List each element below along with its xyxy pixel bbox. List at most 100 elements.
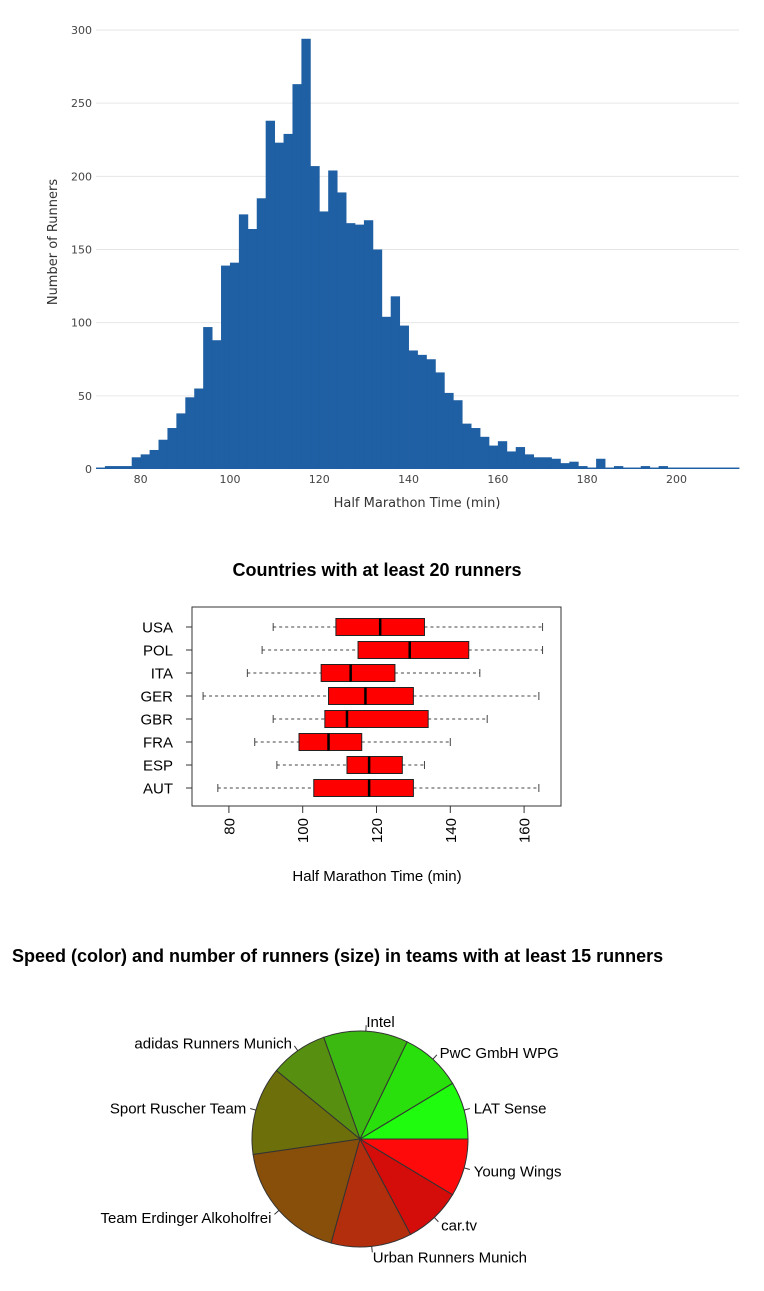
- histogram-x-tick-labels: 80 100 120 140 160 180 200: [134, 473, 687, 486]
- histogram-bar: [694, 467, 704, 469]
- histogram-bar: [453, 400, 463, 469]
- histogram-bar: [346, 223, 356, 469]
- pie-labels: LAT Sense PwC GmbH WPG Intel adidas Runners…: [101, 1014, 562, 1266]
- boxplot-item-gbr: [272, 710, 488, 728]
- pie-label: Intel: [366, 1014, 394, 1031]
- pie-label: car.tv: [441, 1218, 477, 1235]
- boxplot-category-label: GBR: [140, 712, 173, 729]
- histogram-x-tick-label: 100: [219, 473, 240, 486]
- pie-slice: [358, 1041, 454, 1141]
- histogram-bar: [408, 350, 418, 469]
- histogram-bar: [185, 397, 195, 469]
- histogram-bar: [203, 327, 213, 469]
- histogram-y-tick-label: 250: [71, 97, 92, 110]
- histogram-bar: [96, 467, 106, 469]
- histogram-gridlines: [96, 29, 739, 397]
- boxplot-item-esp: [276, 756, 425, 774]
- pie-slice: [358, 1138, 469, 1196]
- histogram-bar: [444, 392, 454, 469]
- boxplot-boxes: [202, 618, 544, 797]
- boxplot-item-ita: [246, 664, 481, 682]
- pie-slice: [251, 1069, 362, 1156]
- histogram-bar: [310, 166, 320, 469]
- pie-label: LAT Sense: [474, 1100, 547, 1117]
- boxplot-category-label: GER: [140, 689, 173, 706]
- boxplot-category-label: AUT: [143, 781, 173, 798]
- histogram-bar: [622, 467, 633, 469]
- boxplot-box: [320, 664, 396, 682]
- histogram-y-tick-label: 300: [71, 24, 92, 37]
- histogram-bar: [480, 436, 490, 469]
- histogram-bar: [631, 467, 642, 469]
- boxplot-box: [357, 641, 470, 659]
- boxplot-x-tick-labels: 80 100 120 140 160: [221, 806, 534, 843]
- histogram-bar: [381, 316, 392, 469]
- histogram-x-tick-label: 80: [134, 473, 148, 486]
- histogram-bar: [721, 467, 731, 469]
- histogram-bar: [363, 220, 374, 469]
- boxplot-item-usa: [272, 618, 544, 636]
- histogram-bar: [337, 192, 347, 469]
- pie-title: Speed (color) and number of runners (siz…: [12, 946, 663, 966]
- histogram-bar: [212, 340, 222, 469]
- pie-label-leader: [250, 1108, 257, 1111]
- histogram-bar: [390, 296, 401, 469]
- histogram-bar: [149, 449, 159, 469]
- boxplot-title: Countries with at least 20 runners: [232, 560, 521, 580]
- histogram-bar: [167, 428, 177, 469]
- pie-label: PwC GmbH WPG: [440, 1045, 559, 1062]
- histogram-x-tick-label: 120: [309, 473, 330, 486]
- histogram-bar: [613, 466, 624, 469]
- histogram-x-tick-label: 180: [577, 473, 598, 486]
- histogram-y-tick-label: 100: [71, 317, 92, 330]
- pie-label-leader: [463, 1108, 470, 1111]
- pie-label: Team Erdinger Alkoholfrei: [101, 1210, 272, 1227]
- histogram-bar: [578, 466, 588, 469]
- histogram-bar: [685, 467, 695, 469]
- histogram-x-tick-label: 160: [487, 473, 508, 486]
- boxplot-x-axis-label: Half Marathon Time (min): [292, 868, 461, 885]
- pie-label-leader: [293, 1045, 299, 1052]
- histogram-bar: [703, 467, 713, 469]
- histogram-bar: [605, 467, 615, 469]
- histogram-y-tick-label: 200: [71, 170, 92, 183]
- histogram-bar: [712, 467, 722, 469]
- histogram-bar: [247, 229, 258, 469]
- histogram-bar: [426, 359, 436, 469]
- pie-label: Urban Runners Munich: [373, 1249, 527, 1266]
- histogram-bar: [176, 413, 186, 469]
- boxplot-category-label: USA: [142, 620, 173, 637]
- histogram-bar: [497, 441, 508, 469]
- pie-label-leader: [463, 1167, 470, 1170]
- histogram-bar: [274, 142, 284, 469]
- histogram-y-tick-label: 0: [85, 463, 92, 476]
- pie-slice: [358, 1082, 469, 1140]
- histogram-bar: [649, 467, 660, 469]
- boxplot-x-tick-label: 80: [221, 818, 238, 835]
- boxplot-x-tick-label: 120: [369, 818, 386, 843]
- histogram-bar: [292, 84, 302, 469]
- boxplot-plot-frame: [191, 606, 562, 807]
- histogram-bar: [676, 467, 686, 469]
- histogram-bar: [283, 133, 293, 469]
- histogram-bar: [194, 388, 204, 469]
- boxplot-x-tick-label: 100: [295, 818, 312, 843]
- histogram-bars: [96, 38, 740, 470]
- histogram-bar: [730, 467, 740, 469]
- histogram-y-axis-label: Number of Runners: [46, 179, 61, 306]
- pie-slices: [251, 1030, 469, 1248]
- pie-label: Sport Ruscher Team: [110, 1100, 246, 1117]
- boxplot-x-tick-label: 160: [517, 818, 534, 843]
- histogram-bar: [658, 466, 668, 469]
- histogram-bar: [131, 457, 142, 469]
- histogram-bar: [417, 354, 427, 469]
- boxplot-item-fra: [254, 733, 451, 751]
- histogram-bar: [328, 170, 338, 470]
- pie-label-leader: [433, 1217, 439, 1223]
- boxplot-category-label: ESP: [143, 758, 173, 775]
- histogram-bar: [488, 445, 499, 469]
- histogram-bar: [221, 265, 231, 469]
- boxplot-item-ger: [202, 687, 540, 705]
- boxplot-box: [335, 618, 425, 636]
